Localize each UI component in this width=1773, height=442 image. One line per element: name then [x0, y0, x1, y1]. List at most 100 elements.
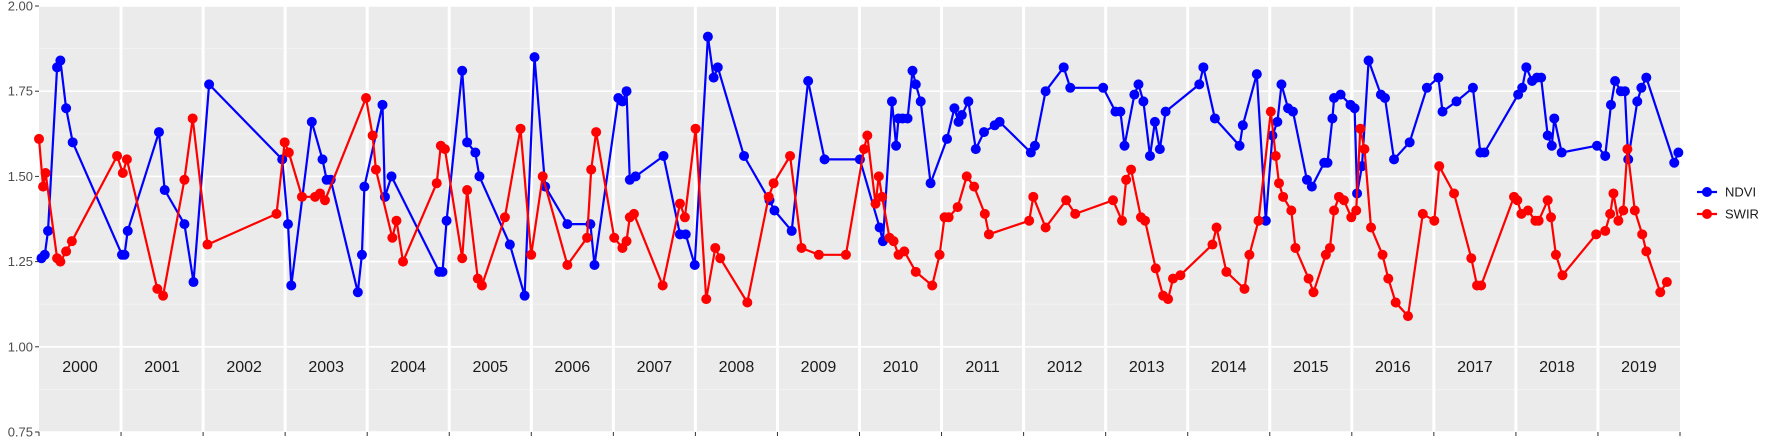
ndvi-point: [910, 79, 921, 90]
ndvi-point: [1641, 72, 1652, 83]
swir-point: [1273, 178, 1284, 189]
y-tick-label: 0.75: [8, 425, 33, 440]
swir-point: [679, 212, 690, 223]
swir-point: [526, 249, 537, 260]
ndvi-point: [352, 287, 363, 298]
ndvi-point: [712, 62, 723, 73]
swir-point: [117, 167, 128, 178]
swir-point: [710, 242, 721, 253]
swir-point: [927, 280, 938, 291]
swir-point: [1126, 164, 1137, 175]
swir-point: [1121, 174, 1132, 185]
swir-point: [499, 212, 510, 223]
ndvi-point: [1065, 82, 1076, 93]
ndvi-point: [1451, 96, 1462, 107]
swir-point: [398, 256, 409, 267]
year-label-2002: 2002: [226, 359, 262, 376]
ndvi-point: [1144, 150, 1155, 161]
ndvi-point: [1379, 93, 1390, 104]
swir-point: [121, 154, 132, 165]
swir-point: [55, 256, 66, 267]
ndvi-point: [61, 103, 72, 114]
ndvi-point: [1040, 86, 1051, 97]
swir-point: [1324, 242, 1335, 253]
ndvi-point: [1636, 82, 1647, 93]
ndvi-point: [1335, 89, 1346, 100]
legend-key-ndvi-point: [1702, 187, 1712, 197]
swir-point: [870, 198, 881, 209]
swir-point: [562, 260, 573, 271]
ndvi-point: [1437, 106, 1448, 117]
swir-point: [609, 232, 620, 243]
swir-point: [934, 249, 945, 260]
swir-point: [1253, 215, 1264, 226]
swir-point: [768, 178, 779, 189]
ndvi-point: [457, 65, 468, 76]
swir-point: [1545, 212, 1556, 223]
swir-point: [586, 164, 597, 175]
ndvi-point: [1322, 157, 1333, 168]
swir-point: [158, 290, 169, 301]
ndvi-point: [159, 185, 170, 196]
swir-point: [1542, 195, 1553, 206]
swir-point: [1476, 280, 1487, 291]
swir-point: [1618, 205, 1629, 216]
ndvi-point: [1521, 62, 1532, 73]
ndvi-point: [1154, 144, 1165, 155]
ndvi-series: [36, 31, 1684, 301]
ndvi-point: [1600, 150, 1611, 161]
swir-point: [431, 178, 442, 189]
ndvi-point: [1556, 147, 1567, 158]
swir-point: [690, 123, 701, 134]
ndvi-point: [437, 266, 448, 277]
ndvi-point: [386, 171, 397, 182]
swir-point: [1175, 270, 1186, 281]
swir-point: [112, 150, 123, 161]
ndvi-point: [658, 150, 669, 161]
swir-point: [391, 215, 402, 226]
ndvi-point: [874, 222, 885, 233]
swir-point: [1061, 195, 1072, 206]
swir-point: [66, 236, 77, 247]
swir-point: [859, 144, 870, 155]
swir-point: [582, 232, 593, 243]
ndvi-point: [122, 225, 133, 236]
year-label-2013: 2013: [1129, 359, 1165, 376]
swir-point: [888, 236, 899, 247]
ndvi-point: [188, 277, 199, 288]
swir-point: [296, 191, 307, 202]
ndvi-point: [562, 219, 573, 230]
year-label-2000: 2000: [62, 359, 98, 376]
swir-point: [1150, 263, 1161, 274]
ndvi-point: [1632, 96, 1643, 107]
swir-point: [361, 93, 372, 104]
year-label-2004: 2004: [390, 359, 426, 376]
ndvi-point: [1160, 106, 1171, 117]
ndvi-point: [1389, 154, 1400, 165]
swir-point: [1429, 215, 1440, 226]
swir-point: [476, 280, 487, 291]
swir-point: [1661, 277, 1672, 288]
ndvi-point: [359, 181, 370, 192]
swir-point: [439, 144, 450, 155]
swir-point: [1591, 229, 1602, 240]
swir-point: [943, 212, 954, 223]
swir-point: [1434, 161, 1445, 172]
ndvi-point: [504, 239, 515, 250]
swir-point: [910, 266, 921, 277]
swir-point: [367, 130, 378, 141]
swir-point: [873, 171, 884, 182]
legend-label-swir: SWIR: [1725, 207, 1759, 222]
swir-point: [1265, 106, 1276, 117]
swir-point: [1377, 249, 1388, 260]
swir-point: [1108, 195, 1119, 206]
swir-point: [1613, 215, 1624, 226]
ndvi-point: [1058, 62, 1069, 73]
swir-point: [515, 123, 526, 134]
swir-point: [61, 246, 72, 257]
swir-point: [179, 174, 190, 185]
swir-point: [1163, 294, 1174, 305]
ndvi-point: [1467, 82, 1478, 93]
ndvi-point: [470, 147, 481, 158]
y-axis: 0.75 1.00 1.25 1.50 1.75 2.00: [8, 0, 1681, 440]
